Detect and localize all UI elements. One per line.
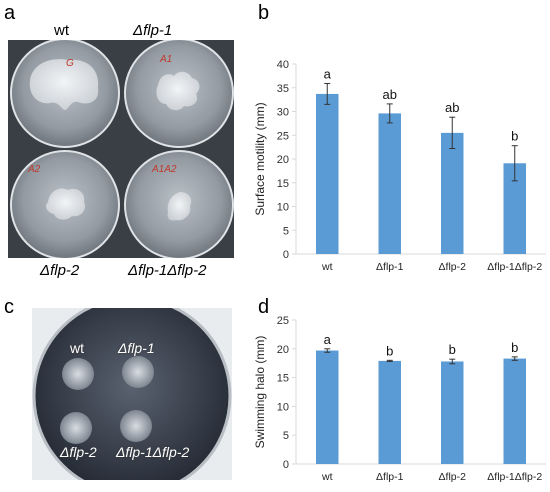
x-tick-label: Δflp-1Δflp-2 (487, 471, 542, 483)
chart-surface-motility: 0 5 10 15 20 25 30 35 40 Surface motility (mm) a wt… (253, 59, 546, 273)
y-tick-label: 0 (283, 459, 289, 471)
plate-flp2: A2 (10, 150, 120, 258)
bar (378, 113, 401, 255)
y-tick-label: 15 (277, 373, 289, 385)
significance-label: a (324, 66, 332, 81)
spot-wt (62, 358, 94, 390)
bar (503, 163, 526, 254)
y-axis-label: Surface motility (mm) (253, 102, 267, 215)
y-tick-label: 35 (277, 83, 289, 95)
y-axis-label: Swimming halo (mm) (253, 336, 267, 449)
significance-label: b (386, 343, 393, 358)
y-tick-label: 10 (277, 202, 289, 214)
panel-a-label-double: Δflp-1Δflp-2 (128, 262, 207, 279)
x-tick-label: Δflp-2 (439, 261, 467, 273)
panel-c-label-flp2: Δflp-2 (60, 444, 97, 460)
y-tick-label: 20 (277, 154, 289, 166)
bar (503, 358, 526, 464)
y-tick-label: 5 (283, 225, 289, 237)
plate-mark-double: A1A2 (151, 164, 177, 175)
significance-label: a (324, 332, 332, 347)
y-tick-label: 25 (277, 130, 289, 142)
chart-swimming-halo: 0 5 10 15 20 25 Swimming halo (mm) a wt b Δflp-1 b Δ… (253, 315, 546, 483)
bar (378, 360, 401, 464)
y-tick-label: 10 (277, 401, 289, 413)
plate-mark-flp2: A2 (27, 164, 41, 175)
y-tick-label: 30 (277, 107, 289, 119)
x-tick-label: Δflp-1 (376, 261, 404, 273)
panel-c-label-wt: wt (70, 340, 84, 356)
plate-mark-wt: G (66, 58, 74, 69)
y-tick-label: 40 (277, 59, 289, 71)
x-tick-label: Δflp-1 (376, 471, 404, 483)
significance-label: b (449, 342, 456, 357)
panel-c-label-flp1: Δflp-1 (118, 340, 155, 356)
plate-double: A1A2 (124, 150, 234, 258)
y-tick-label: 5 (283, 430, 289, 442)
panel-a-label-wt: wt (54, 22, 69, 39)
panel-a-plates-photo: G A1 A2 A1A2 (8, 40, 234, 258)
panel-c-plate-photo (32, 308, 232, 480)
y-tick-label: 0 (283, 249, 289, 261)
bar (316, 93, 339, 254)
significance-label: b (511, 129, 518, 144)
significance-label: ab (383, 87, 397, 102)
panel-a-label-flp2: Δflp-2 (40, 262, 80, 279)
significance-label: ab (445, 100, 459, 115)
y-tick-label: 20 (277, 344, 289, 356)
panel-d-letter: d (258, 296, 270, 318)
panel-b-letter: b (258, 2, 270, 24)
significance-label: b (511, 340, 518, 355)
plate-mark-flp1: A1 (159, 54, 172, 65)
spot-double (120, 410, 152, 442)
x-tick-label: Δflp-2 (439, 471, 467, 483)
x-tick-label: wt (321, 471, 333, 483)
bar (441, 132, 464, 254)
x-tick-label: Δflp-1Δflp-2 (487, 261, 542, 273)
spot-flp1 (122, 356, 154, 388)
spot-flp2 (60, 412, 92, 444)
bar (316, 350, 339, 464)
plate-flp1: A1 (124, 40, 234, 148)
plate-wt: G (10, 40, 120, 148)
bar (441, 361, 464, 464)
y-tick-label: 25 (277, 315, 289, 327)
y-tick-label: 15 (277, 178, 289, 190)
x-tick-label: wt (321, 261, 333, 273)
panel-a-label-flp1: Δflp-1 (133, 22, 173, 39)
panel-c-letter: c (4, 296, 14, 318)
panel-a-letter: a (4, 2, 16, 24)
panel-c-label-double: Δflp-1Δflp-2 (116, 444, 190, 460)
